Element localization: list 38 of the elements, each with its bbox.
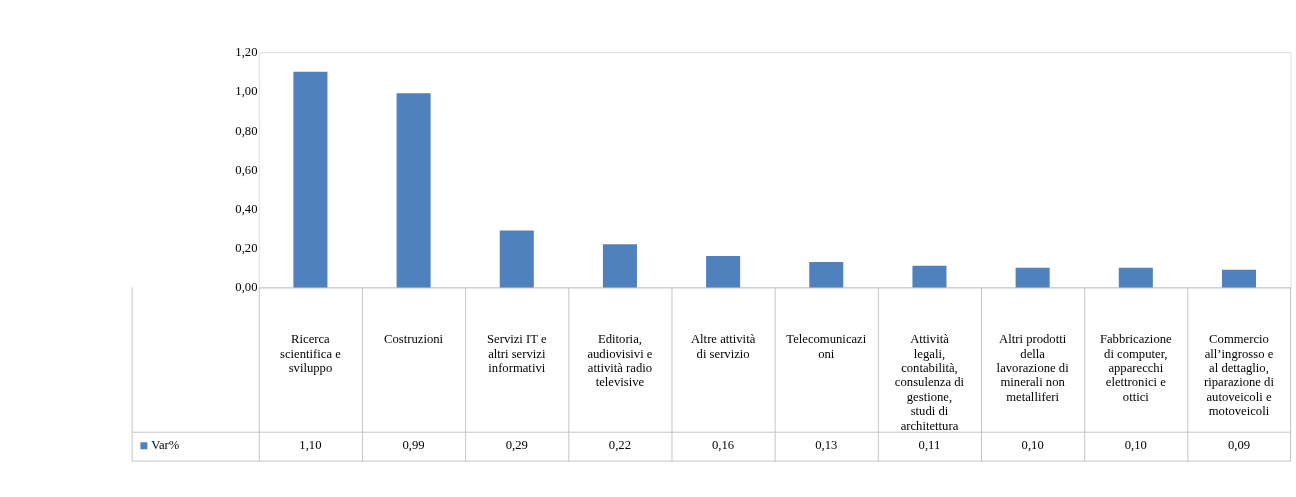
data-label: 0,16 [712, 438, 735, 453]
bar [1118, 267, 1153, 288]
data-label: 0,22 [608, 438, 632, 453]
x-tick-label: Ricerca scientifica e sviluppo [280, 332, 342, 376]
data-label: 1,10 [299, 438, 322, 453]
x-tick-label: Servizi IT e altri servizi informativi [487, 332, 547, 376]
y-tick-label: 1,20 [235, 45, 258, 60]
bar [602, 244, 637, 288]
data-label: 0,99 [402, 438, 425, 453]
y-tick-label: 0,00 [235, 280, 258, 295]
bar [809, 261, 844, 288]
bar [396, 93, 431, 288]
x-tick-label: Editoria, audiovisivi e attività radiotelevisive [587, 332, 653, 390]
x-tick-label: Telecomunicazioni [786, 332, 867, 361]
x-tick-label: Costruzioni [384, 332, 444, 347]
y-tick-label: 1,00 [235, 84, 258, 99]
bar [1221, 269, 1257, 288]
data-label: 0,09 [1227, 438, 1251, 453]
bar [912, 265, 947, 288]
data-label: 0,11 [918, 438, 941, 453]
x-tick-label: Fabbricazione di computer, apparecchi elettronici e ottici [1099, 332, 1173, 404]
bar [499, 230, 534, 288]
y-tick-label: 0,60 [235, 162, 258, 177]
x-tick-label: Altre attività di servizio [690, 332, 756, 361]
y-tick-label: 0,40 [235, 202, 258, 217]
y-tick-label: 0,20 [235, 241, 258, 256]
bar [293, 71, 328, 288]
legend-label: Var% [151, 438, 180, 453]
data-label: 0,13 [815, 438, 838, 453]
x-tick-label: Attività legali, contabilità, consulenza di gestione, studi di architettura [894, 332, 965, 433]
y-tick-label: 0,80 [235, 123, 258, 138]
x-tick-label: Altri prodotti della lavorazione di minerali non metalliferi [996, 332, 1070, 404]
x-tick-label: Commercio all’ingrosso e al dettaglio, riparazione di autoveicoli e motoveicoli [1204, 332, 1275, 419]
data-label: 0,10 [1021, 438, 1044, 453]
bar [706, 256, 741, 288]
data-label: 0,29 [505, 438, 528, 453]
data-label: 0,10 [1124, 438, 1147, 453]
bar [1015, 267, 1050, 288]
